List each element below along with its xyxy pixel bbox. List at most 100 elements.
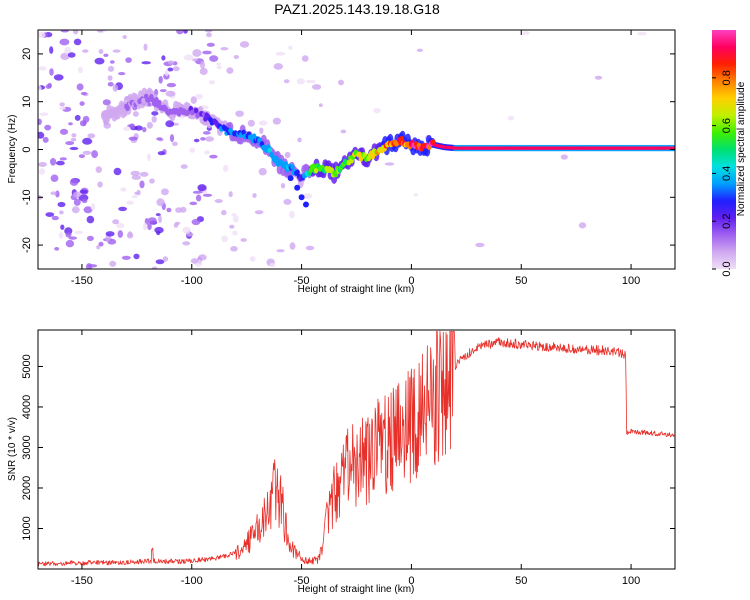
heatmap-cell [127,231,133,237]
heatmap-cell [64,46,72,55]
heatmap-cell [166,207,172,213]
heatmap-cell [86,215,95,224]
colorbar: 0.0 0.2 0.4 0.6 0.8 Normalized spectral ampl… [712,30,747,277]
heatmap-cell [120,187,127,192]
colorbar-tick-label: 0.0 [721,261,733,276]
heatmap-cell [96,245,101,250]
heatmap-cell [257,137,262,143]
heatmap-cell [297,137,302,143]
heatmap-cell [74,114,81,121]
heatmap-cell [103,53,109,57]
heatmap-cell [157,151,165,156]
heatmap-cell [98,49,104,54]
heatmap-cell [226,67,234,74]
heatmap-cell [672,146,675,150]
heatmap-cell [232,230,238,236]
heatmap-cell [112,49,121,53]
heatmap-cell [98,241,104,247]
heatmap-cell [76,83,84,91]
heatmap-cell [117,230,124,238]
heatmap-cell [87,133,96,139]
heatmap-cell [59,210,64,215]
heatmap-cell [69,146,79,151]
heatmap-cell [143,222,148,231]
heatmap-cell [171,141,178,146]
heatmap-cell [146,121,153,129]
heatmap-cell [94,57,105,65]
heatmap-cell [158,76,163,84]
heatmap-cell [38,32,46,38]
heatmap-cell [249,256,256,262]
heatmap-cell [59,38,70,46]
heatmap-cell [195,93,203,100]
heatmap-cell [289,242,296,250]
heatmap-cell [184,54,194,61]
heatmap-cell [164,69,169,77]
heatmap-cell [333,171,339,178]
heatmap-cell [107,75,113,81]
heatmap-cell [560,154,568,160]
heatmap-cell [105,231,115,237]
heatmap-cell [199,67,208,75]
heatmap-cell [59,157,67,161]
heatmap-cell [151,115,157,123]
heatmap-cell [373,108,381,114]
heatmap-cell [42,136,49,143]
heatmap-cell [125,105,130,112]
heatmap-cell [82,49,89,53]
heatmap-cell [192,58,198,62]
spectrogram-x-tick-label: 100 [622,275,640,287]
heatmap-cell [151,266,158,269]
heatmap-cell [60,30,69,33]
heatmap-cell [73,198,81,206]
heatmap-cell [97,181,103,188]
heatmap-cell [200,60,205,69]
heatmap-cell [295,169,300,175]
spectrogram-y-tick-label: 0 [21,146,33,152]
heatmap-cell [220,47,229,51]
snr-frame [37,329,676,570]
heatmap-cell [139,171,149,177]
heatmap-cell [59,128,69,135]
heatmap-cell [294,184,301,191]
heatmap-cell [233,55,239,59]
spectrogram-x-tick-label: 0 [408,275,414,287]
heatmap-cell [39,168,46,175]
heatmap-cell [194,107,199,114]
colorbar-tick-label: 0.8 [721,70,733,85]
heatmap-cell [160,188,169,196]
heatmap-cell [147,102,152,107]
heatmap-cell [97,30,104,33]
heatmap-cell [91,150,98,159]
heatmap-cell [50,191,57,195]
heatmap-cell [522,31,530,36]
heatmap-cell [214,199,223,203]
heatmap-cell [205,136,214,142]
heatmap-cell [157,99,162,106]
heatmap-cell [578,222,587,229]
heatmap-cell [165,120,175,128]
heatmap-cell [38,66,47,71]
heatmap-cell [45,212,55,218]
heatmap-cell [166,82,177,88]
heatmap-cell [109,60,115,64]
heatmap-cell [74,230,83,235]
heatmap-cell [60,224,65,230]
heatmap-cell [50,174,59,182]
snr-x-tick-label: -150 [71,575,93,587]
heatmap-cell [384,162,395,166]
heatmap-cell [161,55,166,61]
heatmap-cell [637,31,647,36]
heatmap-cell [156,137,163,141]
heatmap-cell [198,254,207,261]
heatmap-cell [283,198,292,205]
heatmap-cell [313,167,319,174]
heatmap-cell [200,137,206,141]
heatmap-cell [276,249,285,253]
heatmap-cell [239,41,250,48]
snr-y-tick-label: 1000 [21,516,33,540]
heatmap-cell [182,241,191,246]
heatmap-cell [45,84,52,89]
heatmap-cell [312,84,322,90]
heatmap-cell [232,215,239,223]
